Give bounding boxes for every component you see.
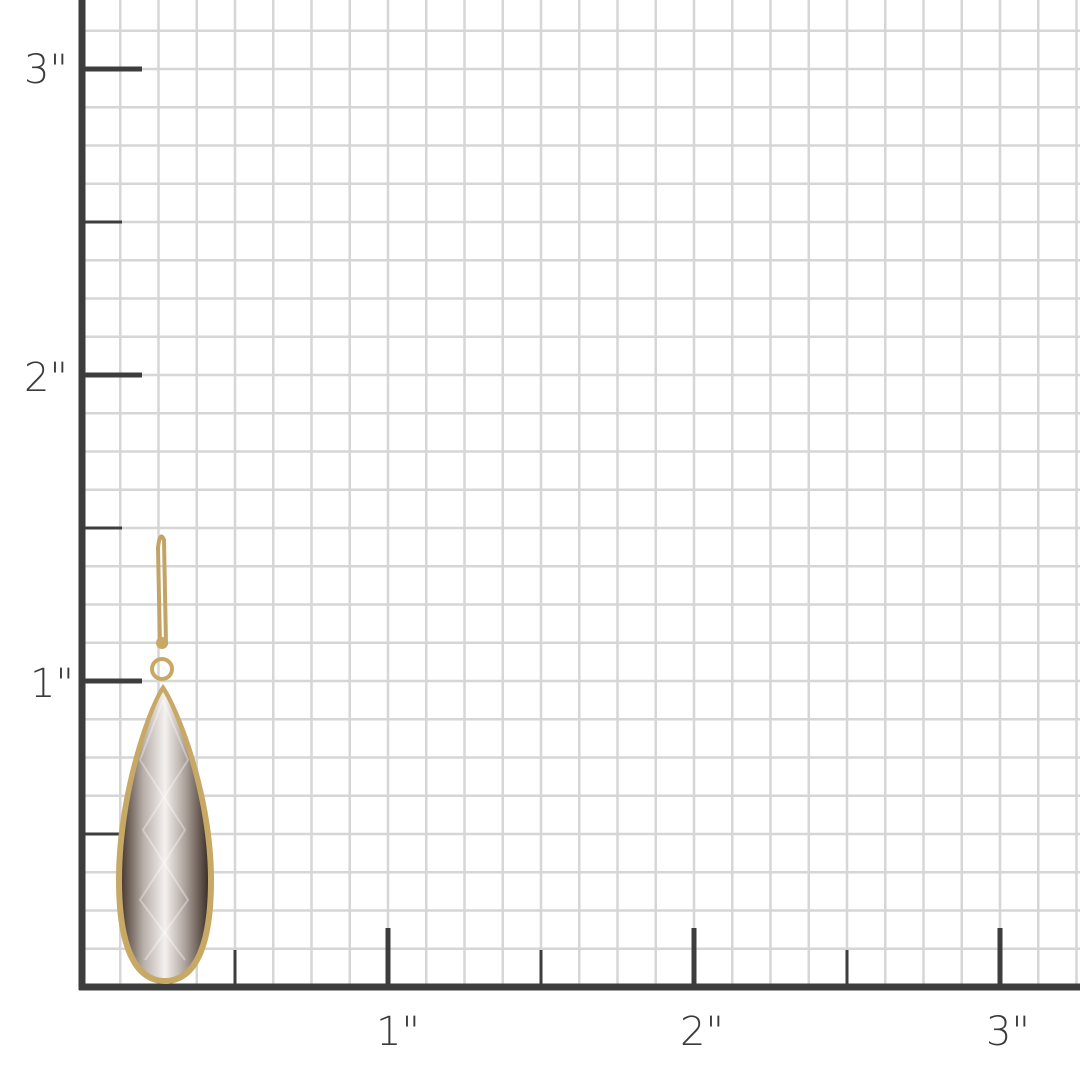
x-label-1: 1" — [376, 1009, 420, 1055]
x-label-3: 3" — [986, 1009, 1030, 1055]
x-label-2: 2" — [680, 1009, 724, 1055]
earring-stone — [122, 692, 208, 978]
stone-facets — [138, 699, 190, 961]
earring-ring — [150, 657, 174, 681]
earring-hook — [155, 534, 168, 646]
earring-bead — [156, 637, 168, 649]
y-label-3: 3" — [24, 47, 68, 93]
y-label-2: 2" — [24, 355, 68, 401]
y-label-1: 1" — [30, 661, 74, 707]
